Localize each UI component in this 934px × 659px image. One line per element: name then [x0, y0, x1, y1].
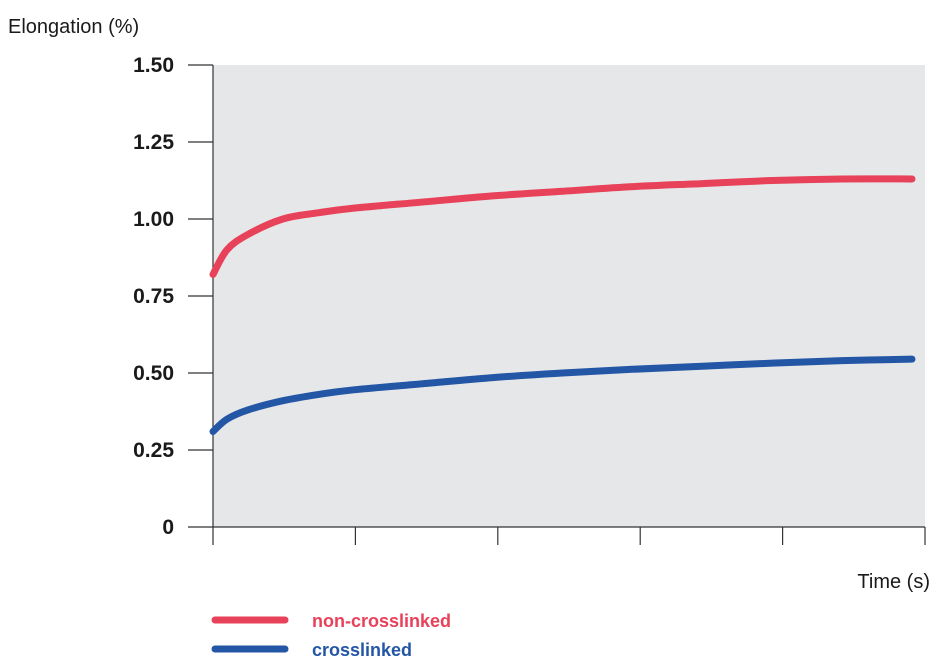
y-tick-labels: 0 0.25 0.50 0.75 1.00 1.25 1.50 — [133, 54, 174, 539]
axes — [188, 64, 926, 545]
x-axis-title: Time (s) — [857, 571, 930, 593]
plot-area-background — [213, 65, 925, 527]
series-lines — [209, 175, 916, 436]
y-tick-label: 1.00 — [133, 208, 174, 231]
y-tick-label: 0.75 — [133, 285, 174, 308]
series-line-non-crosslinked — [209, 175, 916, 278]
y-tick-label: 1.50 — [133, 54, 174, 77]
series-line-crosslinked — [209, 355, 916, 436]
legend: non-crosslinked crosslinked — [211, 611, 451, 659]
legend-label: crosslinked — [312, 640, 412, 659]
y-tick-label: 0.50 — [133, 362, 174, 385]
y-tick-label: 0.25 — [133, 439, 174, 462]
y-tick-label: 0 — [162, 516, 174, 539]
y-tick-label: 1.25 — [133, 131, 174, 154]
legend-label: non-crosslinked — [312, 611, 451, 631]
y-axis-title: Elongation (%) — [8, 16, 139, 38]
